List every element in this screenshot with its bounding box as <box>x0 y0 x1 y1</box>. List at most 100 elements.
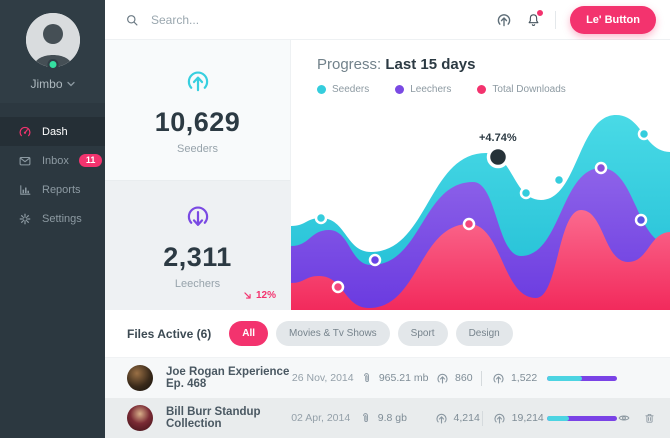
legend-item-leechers[interactable]: Leechers <box>395 84 451 95</box>
arrow-down-right-icon <box>244 292 251 299</box>
notification-dot <box>536 8 545 17</box>
point-seeders[interactable] <box>637 127 651 141</box>
file-leechers: 19,214 <box>493 412 547 425</box>
leechers-value: 2,311 <box>163 242 232 272</box>
seeders-label: Seeders <box>177 143 218 155</box>
leechers-label: Leechers <box>174 278 221 290</box>
file-date: 26 Nov, 2014 <box>291 372 354 384</box>
file-title: Bill Burr Standup Collection <box>166 406 261 430</box>
point-seeders[interactable] <box>314 211 328 225</box>
sidebar-item-label: Inbox <box>42 154 69 167</box>
delete-button[interactable] <box>643 411 656 425</box>
view-button[interactable] <box>617 411 631 425</box>
sidebar-item-label: Settings <box>42 212 82 225</box>
progress-bar <box>547 415 618 421</box>
point-seeders[interactable] <box>519 186 533 200</box>
file-row[interactable]: Joe Rogan Experience Ep. 468 26 Nov, 201… <box>105 358 670 398</box>
row-actions <box>617 411 656 425</box>
sidebar-item-label: Dash <box>42 125 68 138</box>
file-size: 965.21 mb <box>360 372 436 385</box>
point-downloads[interactable] <box>331 280 345 294</box>
meta-divider <box>481 410 483 426</box>
legend-label: Seeders <box>332 84 370 95</box>
progress-bar-seed-segment <box>547 415 569 421</box>
point-leechers[interactable] <box>594 161 608 175</box>
paperclip-icon <box>360 372 373 385</box>
leech-up-icon <box>493 412 506 425</box>
area-chart-svg <box>291 115 670 310</box>
topbar-divider <box>555 10 557 29</box>
sidebar-item-inbox[interactable]: Inbox 11 <box>0 146 105 175</box>
sidebar-item-reports[interactable]: Reports <box>0 175 105 204</box>
filter-movies[interactable]: Movies & Tv Shows <box>276 321 390 346</box>
sidebar-item-dash[interactable]: Dash <box>0 117 105 146</box>
chart-legend: Seeders Leechers Total Downloads <box>317 84 566 95</box>
user-menu[interactable]: Jimbo <box>0 77 105 91</box>
search-icon[interactable] <box>125 13 139 27</box>
search-input[interactable] <box>151 12 351 27</box>
leechers-down-icon <box>185 203 211 229</box>
point-leechers[interactable] <box>634 213 648 227</box>
sidebar-profile: Jimbo <box>0 0 105 103</box>
file-seeders: 860 <box>436 372 479 385</box>
chart-annotation: +4.74% <box>479 132 517 144</box>
gauge-icon <box>19 126 31 136</box>
meta-divider <box>481 370 482 386</box>
stat-card-seeders[interactable]: 10,629 Seeders <box>105 40 290 181</box>
chart-title: Progress: Last 15 days <box>317 56 475 73</box>
file-seeders: 4,214 <box>435 412 480 425</box>
chart-title-range: Last 15 days <box>385 56 476 73</box>
filter-sport[interactable]: Sport <box>397 321 448 346</box>
file-leechers-value: 19,214 <box>511 412 544 424</box>
file-leechers-value: 1,522 <box>510 372 538 384</box>
seed-up-icon <box>435 412 448 425</box>
user-name: Jimbo <box>30 77 63 91</box>
sidebar: Jimbo Dash Inbox <box>0 0 105 438</box>
row-avatar <box>127 405 153 431</box>
legend-item-seeders[interactable]: Seeders <box>317 84 369 95</box>
filter-design[interactable]: Design <box>455 321 513 346</box>
point-downloads[interactable] <box>462 217 476 231</box>
file-seeders-value: 4,214 <box>453 412 480 424</box>
bar-chart-icon <box>20 184 31 195</box>
point-seeders[interactable] <box>552 173 566 187</box>
chart-title-prefix: Progress: <box>317 56 382 73</box>
series-downloads-area <box>291 210 670 310</box>
upload-button[interactable] <box>496 12 512 28</box>
sidebar-menu: Dash Inbox 11 Reports <box>0 117 105 233</box>
bell-icon <box>528 13 539 26</box>
person-silhouette-icon <box>25 13 80 67</box>
seed-up-icon <box>436 372 449 385</box>
file-size-value: 965.21 mb <box>378 372 429 384</box>
point-leechers[interactable] <box>368 253 382 267</box>
legend-swatch-downloads <box>477 85 487 94</box>
legend-label: Leechers <box>410 84 452 95</box>
filter-pills: All Movies & Tv Shows Sport Design <box>229 321 513 346</box>
online-status-dot <box>47 59 58 70</box>
file-row[interactable]: Bill Burr Standup Collection 02 Apr, 201… <box>105 398 670 438</box>
sidebar-item-label: Reports <box>42 183 81 196</box>
filter-all[interactable]: All <box>229 321 269 346</box>
stat-card-leechers[interactable]: 2,311 Leechers 12% <box>105 181 290 310</box>
file-title: Joe Rogan Experience Ep. 468 <box>166 366 290 390</box>
chart-points <box>314 127 651 294</box>
user-avatar[interactable] <box>25 13 80 67</box>
topbar-actions: Le' Button <box>496 5 656 34</box>
eye-icon <box>618 415 630 421</box>
notifications-button[interactable] <box>526 8 545 28</box>
legend-item-downloads[interactable]: Total Downloads <box>477 84 566 95</box>
files-title: Files Active (6) <box>127 326 212 341</box>
legend-label: Total Downloads <box>492 84 566 95</box>
inbox-icon <box>19 156 31 165</box>
sidebar-item-settings[interactable]: Settings <box>0 204 105 233</box>
seeders-value: 10,629 <box>154 107 241 137</box>
files-header: Files Active (6) All Movies & Tv Shows S… <box>105 310 670 358</box>
progress-bar <box>546 375 618 381</box>
file-size: 9.8 gb <box>359 412 435 425</box>
row-avatar <box>127 365 153 391</box>
point-highlighted[interactable] <box>486 145 510 169</box>
file-seeders-value: 860 <box>455 372 473 384</box>
file-size-value: 9.8 gb <box>377 412 407 424</box>
seeders-up-icon <box>185 68 211 94</box>
le-button[interactable]: Le' Button <box>570 5 656 34</box>
